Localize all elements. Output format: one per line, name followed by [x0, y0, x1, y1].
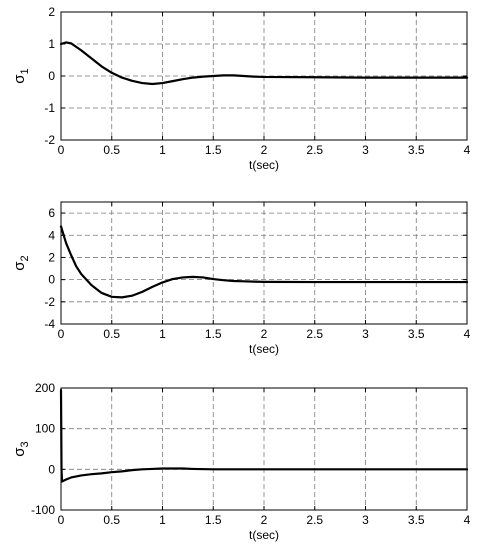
- y-tick-label: -4: [44, 317, 55, 331]
- x-tick-label: 3: [362, 327, 369, 341]
- x-tick-label: 2: [261, 327, 268, 341]
- x-tick-label: 0.5: [103, 327, 120, 341]
- x-tick-label: 2.5: [306, 143, 323, 157]
- y-tick-label: -2: [44, 295, 55, 309]
- y-tick-label: 4: [48, 228, 55, 242]
- y-axis-label-symbol: σ: [11, 261, 28, 271]
- x-tick-label: 0: [58, 327, 65, 341]
- x-tick-label: 2: [261, 143, 268, 157]
- y-axis-label: σ2: [11, 255, 31, 270]
- x-tick-label: 0: [58, 143, 65, 157]
- x-tick-label: 0: [58, 513, 65, 527]
- y-tick-label: 200: [35, 381, 55, 395]
- y-tick-label: 1: [48, 37, 55, 51]
- x-axis-label: t(sec): [249, 158, 279, 172]
- y-tick-label: 0: [48, 273, 55, 287]
- x-tick-label: 1: [159, 327, 166, 341]
- y-axis-label-subscript: 2: [19, 255, 31, 261]
- series-line: [59, 41, 469, 86]
- x-tick-label: 2.5: [306, 327, 323, 341]
- y-axis-label-symbol: σ: [11, 447, 28, 457]
- y-tick-label: -1: [44, 101, 55, 115]
- x-tick-label: 3: [362, 513, 369, 527]
- x-tick-label: 0.5: [103, 513, 120, 527]
- y-tick-label: -100: [31, 503, 55, 517]
- y-tick-label: 2: [48, 250, 55, 264]
- x-tick-label: 4: [464, 143, 471, 157]
- x-tick-label: 1.5: [205, 143, 222, 157]
- x-tick-label: 4: [464, 513, 471, 527]
- x-axis-label: t(sec): [249, 528, 279, 542]
- x-tick-label: 2: [261, 513, 268, 527]
- x-tick-label: 1: [159, 143, 166, 157]
- x-tick-label: 1.5: [205, 327, 222, 341]
- x-tick-label: 2.5: [306, 513, 323, 527]
- x-tick-label: 4: [464, 327, 471, 341]
- y-tick-label: 100: [35, 422, 55, 436]
- x-tick-label: 1: [159, 513, 166, 527]
- y-axis-label-subscript: 3: [19, 441, 31, 447]
- series-line: [59, 225, 469, 299]
- x-tick-label: 3.5: [408, 513, 425, 527]
- x-axis-label: t(sec): [249, 342, 279, 356]
- y-axis-label-symbol: σ: [11, 74, 28, 84]
- y-axis-label-subscript: 1: [19, 68, 31, 74]
- x-tick-label: 1.5: [205, 513, 222, 527]
- y-tick-label: 6: [48, 206, 55, 220]
- x-tick-label: 3.5: [408, 327, 425, 341]
- y-axis-label: σ3: [11, 441, 31, 456]
- x-tick-label: 3: [362, 143, 369, 157]
- series-line: [59, 388, 469, 483]
- y-tick-label: 0: [48, 69, 55, 83]
- x-tick-label: 3.5: [408, 143, 425, 157]
- y-tick-label: 0: [48, 462, 55, 476]
- y-axis-label: σ1: [11, 68, 31, 83]
- y-tick-label: -2: [44, 133, 55, 147]
- x-tick-label: 0.5: [103, 143, 120, 157]
- y-tick-label: 2: [48, 5, 55, 19]
